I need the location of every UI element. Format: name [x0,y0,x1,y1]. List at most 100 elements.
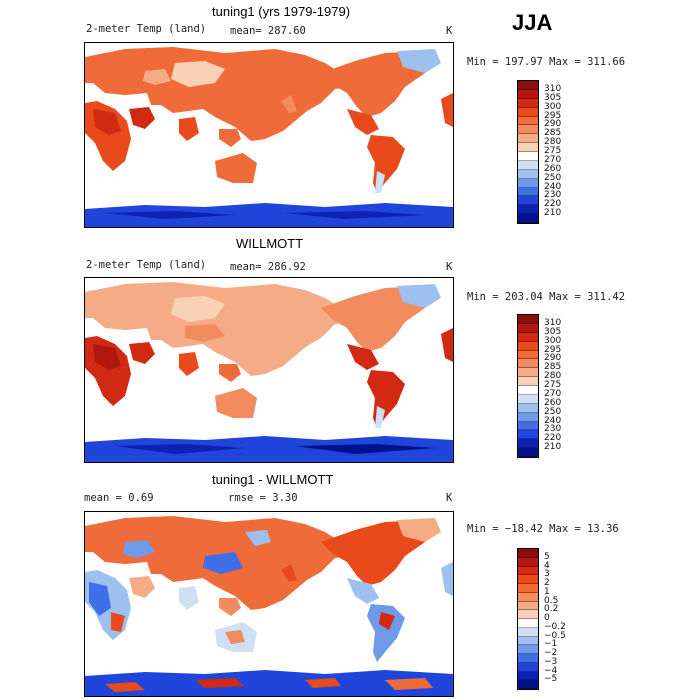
colorbar-swatch [518,557,538,567]
panel-1-map [84,42,454,228]
panel-3-mean-label: mean = 0.69 [84,492,154,504]
panel-2-colorbar [517,314,539,458]
colorbar-tick-label: −3 [544,656,558,667]
colorbar-swatch [518,654,538,663]
panel-2-land [85,282,453,462]
colorbar-swatch [518,566,538,576]
panel-1-title: tuning1 (yrs 1979-1979) [212,4,351,19]
colorbar-swatch [518,107,538,117]
panel-2-title: WILLMOTT [236,236,304,251]
panel-3-map [84,511,454,697]
panel-2-minmax: Min = 203.04 Max = 311.42 [467,291,626,303]
panel-2-mean-label: mean= 286.92 [230,261,306,273]
colorbar-swatch [518,116,538,126]
colorbar-tick-label: 210 [544,208,562,219]
colorbar-tick-label: −2 [544,648,558,658]
colorbar-tick-label: 270 [544,388,562,399]
colorbar-tick-label: 305 [544,92,562,103]
colorbar-tick-label: 210 [544,442,562,453]
colorbar-tick-label: 0 [544,613,550,623]
colorbar-tick-label: 310 [544,83,562,94]
colorbar-tick-label: 275 [544,380,562,390]
panel-1-colorbar [517,80,539,224]
colorbar-swatch [518,350,538,360]
colorbar-tick-label: 240 [544,181,562,192]
colorbar-swatch [518,160,538,170]
colorbar-swatch [518,592,538,602]
colorbar-tick-label: 0.2 [544,604,559,615]
colorbar-swatch [518,332,538,342]
colorbar-swatch [518,549,538,558]
panel-2-map [84,277,454,463]
colorbar-tick-label: 310 [544,317,562,328]
colorbar-tick-label: 5 [544,551,550,562]
colorbar-tick-label: 260 [544,397,562,408]
colorbar-swatch [518,575,538,584]
panel-3-minmax: Min = −18.42 Max = 13.36 [467,523,619,535]
colorbar-tick-label: 230 [544,190,562,201]
colorbar-tick-label: 300 [544,335,562,346]
colorbar-swatch [518,403,538,413]
colorbar-swatch [518,430,538,440]
colorbar-swatch [518,377,538,386]
colorbar-swatch [518,178,538,188]
colorbar-tick-label: 280 [544,137,562,148]
colorbar-tick-label: 260 [544,163,562,174]
colorbar-swatch [518,196,538,206]
colorbar-swatch [518,439,538,449]
panel-1-minmax: Min = 197.97 Max = 311.66 [467,56,626,68]
panel-1-variable-label: 2-meter Temp (land) [86,23,207,35]
colorbar-tick-label: 240 [544,415,562,426]
colorbar-tick-label: −0.5 [544,630,566,641]
colorbar-swatch [518,81,538,90]
colorbar-swatch [518,636,538,646]
colorbar-swatch [518,169,538,179]
colorbar-tick-label: 295 [544,344,562,355]
panel-2-variable-label: 2-meter Temp (land) [86,259,207,271]
colorbar-tick-label: 305 [544,326,562,337]
colorbar-swatch [518,421,538,431]
panel-1-units: K [446,25,453,37]
colorbar-swatch [518,368,538,378]
colorbar-tick-label: 4 [544,560,550,571]
colorbar-swatch [518,619,538,628]
colorbar-swatch [518,89,538,99]
colorbar-swatch [518,610,538,619]
panel-3-title: tuning1 - WILLMOTT [212,472,334,487]
panel-3-land [85,516,453,696]
colorbar-tick-label: 220 [544,199,562,210]
colorbar-tick-label: 0.5 [544,595,559,606]
colorbar-tick-label: −5 [544,674,558,685]
colorbar-tick-label: 290 [544,353,562,364]
panel-2-units: K [446,261,453,273]
colorbar-swatch [518,134,538,144]
season-label: JJA [512,10,553,35]
colorbar-swatch [518,645,538,654]
colorbar-tick-label: 230 [544,424,562,435]
panel-1-land [85,47,453,227]
colorbar-tick-label: −1 [544,639,558,650]
colorbar-tick-label: 285 [544,128,562,139]
colorbar-tick-label: 295 [544,110,562,121]
colorbar-swatch [518,601,538,611]
colorbar-swatch [518,412,538,422]
colorbar-tick-label: 220 [544,433,562,444]
colorbar-tick-label: 285 [544,362,562,373]
colorbar-tick-label: −4 [544,665,558,676]
colorbar-swatch [518,187,538,197]
colorbar-tick-label: 250 [544,406,562,417]
panel-3-colorbar [517,548,539,690]
colorbar-tick-label: 270 [544,154,562,165]
colorbar-swatch [518,584,538,593]
colorbar-swatch [518,359,538,369]
panel-3-rmse-label: rmse = 3.30 [228,492,298,504]
colorbar-swatch [518,662,538,672]
colorbar-tick-label: 300 [544,101,562,112]
colorbar-swatch [518,315,538,324]
panel-3-units: K [446,492,453,504]
colorbar-tick-label: 3 [544,569,550,580]
colorbar-tick-label: 2 [544,578,550,588]
colorbar-swatch [518,341,538,351]
colorbar-tick-label: −0.2 [544,621,566,632]
colorbar-swatch [518,143,538,152]
